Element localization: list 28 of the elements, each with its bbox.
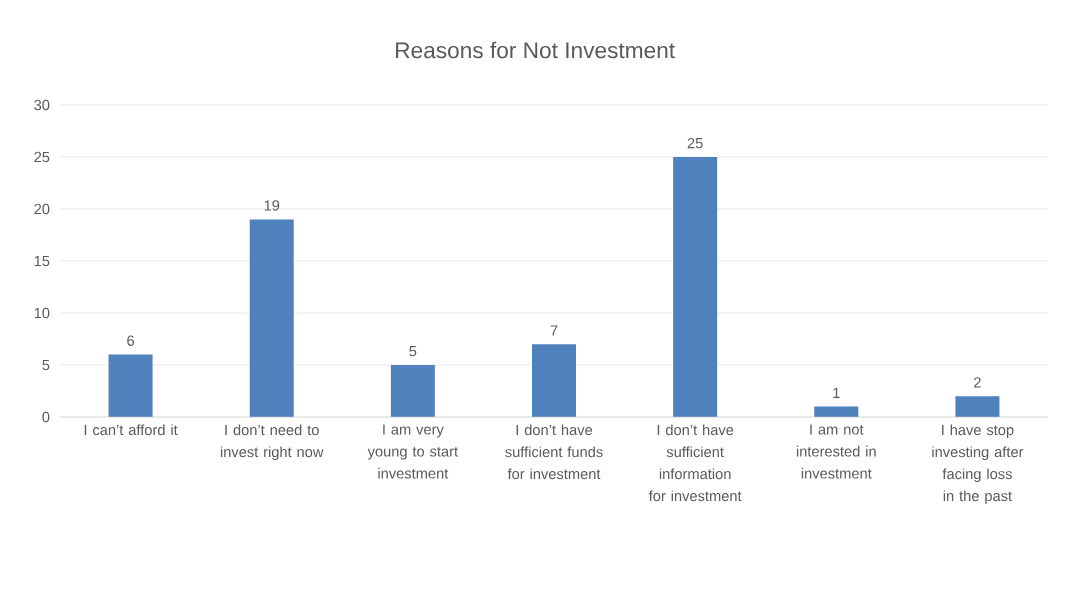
bar xyxy=(532,344,576,417)
x-tick-label: I don’t have sufficient information for investment xyxy=(648,424,742,502)
x-tick-label: I can’t afford it xyxy=(84,424,178,436)
bar xyxy=(390,365,435,417)
data-label: 5 xyxy=(409,346,417,357)
data-label: 7 xyxy=(550,325,558,336)
x-tick-label: I am not interested in investment xyxy=(796,424,876,479)
bar xyxy=(108,354,153,417)
data-label: 6 xyxy=(127,335,135,346)
data-label: 25 xyxy=(687,137,703,149)
x-tick-label: I don’t have sufficient funds for investment xyxy=(505,424,603,480)
x-tick-label: I have stop investing after facing loss in the past xyxy=(932,424,1024,505)
y-tick-label: 30 xyxy=(34,99,50,111)
chart-title: Reasons for Not Investment xyxy=(396,41,675,59)
bar xyxy=(673,157,718,417)
data-label: 1 xyxy=(833,387,840,398)
bar xyxy=(249,219,294,417)
bar xyxy=(955,396,1000,417)
x-tick-label: I am very young to start investment xyxy=(367,424,458,479)
y-tick-label: 5 xyxy=(42,359,50,371)
y-tick-label: 15 xyxy=(34,255,50,267)
data-label: 19 xyxy=(264,200,280,211)
data-label: 2 xyxy=(974,377,981,388)
y-tick-label: 10 xyxy=(34,307,50,319)
y-tick-label: 25 xyxy=(34,151,50,163)
x-tick-label: I don’t need to invest right now xyxy=(220,424,324,461)
y-tick-label: 0 xyxy=(42,411,50,423)
y-tick-label: 20 xyxy=(34,203,50,215)
